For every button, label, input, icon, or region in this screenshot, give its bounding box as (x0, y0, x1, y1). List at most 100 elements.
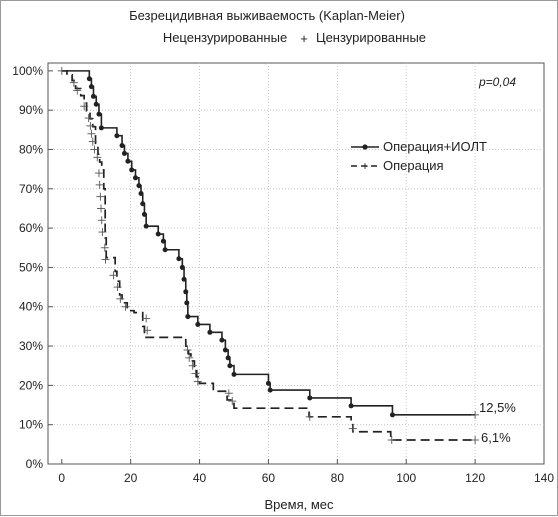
event-point-1 (179, 264, 185, 270)
censor-mark-2 (185, 353, 194, 362)
y-tick-label: 40% (19, 300, 43, 314)
censor-mark-2 (94, 169, 103, 178)
event-point-1 (119, 143, 125, 149)
p-value-annotation: p=0,04 (478, 75, 516, 89)
censor-mark-2 (228, 397, 237, 406)
y-tick-label: 70% (19, 182, 43, 196)
y-axis: 0% 10% 20% 30% 40% 50% 60% 70% 80% 90% 100% (12, 64, 53, 471)
censor-mark-2 (69, 78, 78, 87)
event-point-1 (183, 289, 189, 295)
y-tick-label: 80% (19, 142, 43, 156)
event-point-1 (160, 238, 166, 244)
y-tick-label: 100% (12, 64, 43, 78)
series-line-2 (61, 70, 476, 441)
x-axis-label: Время, мес (265, 497, 334, 512)
event-point-1 (140, 201, 146, 207)
event-point-1 (231, 371, 237, 377)
event-point-1 (307, 395, 313, 401)
x-tick-label: 140 (534, 471, 554, 485)
event-point-1 (86, 76, 92, 82)
censor-mark-2 (88, 137, 97, 146)
censor-mark-2 (193, 377, 202, 386)
y-tick-label: 10% (19, 418, 43, 432)
censor-mark-2 (80, 102, 89, 111)
event-point-1 (98, 125, 104, 131)
censor-mark-2 (73, 86, 82, 95)
y-tick-label: 30% (19, 339, 43, 353)
x-tick-label: 80 (331, 471, 345, 485)
event-point-1 (185, 314, 191, 320)
censor-mark-2 (95, 180, 104, 189)
censor-mark-2 (96, 192, 105, 201)
censor-mark-2 (121, 302, 130, 311)
x-tick-label: 0 (58, 471, 65, 485)
y-tick-label: 60% (19, 221, 43, 235)
censor-mark-2 (87, 129, 96, 138)
event-point-1 (93, 101, 99, 107)
legend-series-2-label: Операция (383, 158, 444, 173)
x-tick-label: 20 (124, 471, 138, 485)
censor-mark-2 (97, 216, 106, 225)
end-label-series-2: 6,1% (481, 430, 511, 445)
censor-mark-2 (387, 436, 396, 445)
plot-area (47, 62, 545, 465)
y-tick-label: 20% (19, 378, 43, 392)
x-tick-label: 40 (193, 471, 207, 485)
event-point-1 (143, 223, 149, 229)
censor-mark-2 (191, 369, 200, 378)
event-point-1 (389, 412, 395, 418)
x-tick-label: 60 (262, 471, 276, 485)
event-point-1 (136, 183, 142, 189)
legend: Операция+ИОЛТ + Операция (351, 139, 487, 173)
censor-mark-1 (471, 410, 480, 419)
event-point-1 (181, 276, 187, 282)
censor-mark-2 (109, 271, 118, 280)
event-point-1 (132, 175, 138, 181)
end-label-series-1: 12,5% (479, 400, 516, 415)
event-point-1 (129, 167, 135, 173)
event-point-1 (219, 337, 225, 343)
event-point-1 (141, 211, 147, 217)
censor-mark-2 (224, 389, 233, 398)
y-tick-label: 0% (26, 457, 44, 471)
censor-mark-2 (113, 283, 122, 292)
series-layer (57, 66, 480, 445)
event-point-1 (96, 111, 102, 117)
censor-mark-2 (93, 153, 102, 162)
legend-uncensored-label: Нецензурированные (163, 30, 287, 45)
y-tick-label: 50% (19, 260, 43, 274)
censor-mark-2 (348, 424, 357, 433)
event-point-1 (176, 256, 182, 262)
event-point-1 (90, 93, 96, 99)
censor-mark-2 (101, 255, 110, 264)
event-point-1 (88, 84, 94, 90)
censor-mark-2 (86, 121, 95, 130)
legend-series-1-label: Операция+ИОЛТ (383, 139, 487, 154)
event-point-1 (265, 380, 271, 386)
censor-mark-2 (100, 243, 109, 252)
censor-mark-2 (90, 145, 99, 154)
event-point-1 (195, 321, 201, 327)
censor-mark-2 (57, 66, 66, 75)
event-point-1 (114, 133, 120, 139)
censor-mark-2 (188, 361, 197, 370)
legend-dashed-marker: + (361, 159, 368, 173)
censor-mark-2 (142, 314, 151, 323)
censor-mark-2 (183, 345, 192, 354)
event-point-1 (138, 191, 144, 197)
event-point-1 (155, 231, 161, 237)
event-point-1 (162, 247, 168, 253)
censor-mark-2 (84, 114, 93, 123)
event-point-1 (348, 403, 354, 409)
legend-censored-label: Цензурированные (316, 30, 426, 45)
grid (48, 63, 544, 464)
event-point-1 (222, 347, 228, 353)
censor-mark-2 (97, 204, 106, 213)
censor-mark-2 (143, 326, 152, 335)
censor-mark-2 (98, 228, 107, 237)
event-point-1 (184, 300, 190, 306)
chart-title: Безрецидивная выживаемость (Kaplan-Meier… (129, 8, 405, 23)
event-point-1 (227, 363, 233, 369)
